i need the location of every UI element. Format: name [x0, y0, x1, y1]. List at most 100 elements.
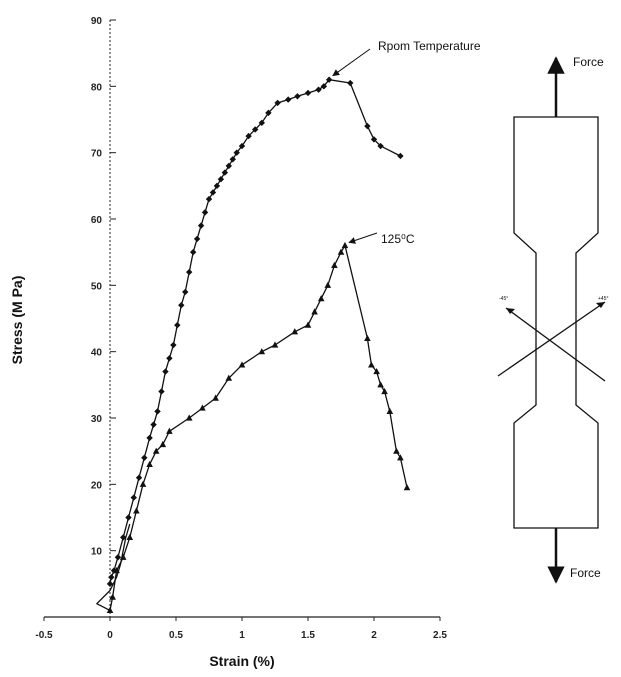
data-point [139, 480, 147, 487]
annotation-room-temperature: Rpom Temperature [378, 39, 481, 53]
series-2 [96, 523, 131, 611]
specimen-outline [513, 116, 599, 529]
data-point [159, 440, 167, 448]
data-point [377, 381, 384, 388]
angle-right-label: +45° [598, 296, 608, 302]
data-point [197, 222, 205, 229]
data-point [331, 261, 338, 269]
y-tick-label: 30 [91, 414, 103, 425]
data-point [120, 534, 127, 541]
data-point [364, 334, 371, 341]
data-point [162, 368, 169, 375]
x-tick-label: 2.5 [433, 630, 447, 641]
data-point [178, 302, 185, 309]
x-tick-label: 1 [239, 630, 245, 641]
data-point [225, 374, 233, 381]
y-axis-label: Stress (M Pa) [9, 276, 25, 365]
data-point [304, 89, 312, 97]
data-point [109, 593, 116, 600]
y-tick-label: 20 [91, 480, 103, 491]
data-point [213, 182, 221, 190]
data-point [189, 248, 197, 256]
data-point [205, 195, 213, 203]
series-layer [96, 76, 411, 613]
data-point [166, 355, 173, 362]
data-point [125, 514, 132, 521]
fiber-line-minus45 [497, 301, 606, 377]
data-point [133, 507, 140, 514]
annotation-125c: 125⁰C [381, 232, 415, 246]
fiber-arrow-right [596, 302, 605, 308]
x-tick-label: -0.5 [35, 630, 53, 641]
data-point [381, 387, 388, 395]
data-point [217, 176, 225, 183]
data-point [106, 580, 114, 588]
data-point [186, 268, 193, 276]
data-point [185, 414, 193, 421]
y-tick-label: 70 [91, 149, 103, 160]
data-point [258, 119, 265, 127]
data-point [152, 447, 160, 454]
data-point [274, 99, 281, 107]
annotation-layer: Rpom Temperature 125⁰C [332, 39, 481, 246]
annotation-arrow [332, 48, 371, 77]
data-point [193, 235, 201, 243]
data-point [201, 209, 209, 216]
data-point [174, 321, 181, 329]
x-axis-label: Strain (%) [209, 653, 274, 669]
data-point [252, 126, 259, 133]
data-point [397, 454, 404, 461]
data-point [182, 288, 189, 296]
data-point [221, 169, 229, 176]
data-point [397, 152, 404, 160]
data-point [245, 132, 252, 140]
data-point [199, 404, 206, 411]
x-tick-label: 0 [107, 630, 113, 641]
data-point [304, 321, 312, 328]
y-tick-label: 80 [91, 82, 103, 93]
data-point [238, 361, 246, 368]
data-point [141, 454, 148, 461]
data-point [233, 149, 240, 156]
data-point [146, 460, 153, 468]
x-tick-label: 2 [371, 630, 377, 641]
data-point [294, 93, 301, 100]
data-point [158, 388, 165, 395]
data-point [373, 367, 380, 375]
x-tick-label: 0.5 [169, 630, 183, 641]
fiber-line-plus45 [505, 307, 606, 382]
data-point [126, 533, 134, 540]
series-1 [106, 241, 411, 613]
data-point [285, 96, 292, 103]
y-ticks: 10 20 30 40 50 60 70 80 90 [91, 16, 116, 618]
data-point [238, 142, 246, 150]
data-point [403, 484, 411, 491]
y-tick-label: 40 [91, 348, 103, 359]
data-point [166, 427, 173, 434]
data-point [108, 574, 115, 581]
x-ticks: -0.5 0 0.5 1 1.5 2 2.5 [35, 617, 447, 641]
data-point [265, 109, 272, 117]
y-tick-label: 10 [91, 547, 103, 558]
angle-left-label: -45° [499, 296, 508, 302]
data-point [341, 241, 349, 249]
data-point [324, 281, 332, 288]
fiber-arrow-left [506, 308, 515, 314]
force-top-label: Force [573, 55, 604, 69]
data-point [337, 248, 345, 255]
data-point [377, 142, 384, 150]
series-line [109, 79, 401, 584]
data-point [368, 361, 375, 368]
data-point [311, 308, 318, 315]
data-point [364, 122, 371, 130]
x-tick-label: 1.5 [301, 630, 315, 641]
y-tick-label: 50 [91, 281, 103, 292]
series-0 [106, 76, 404, 588]
y-tick-label: 90 [91, 16, 103, 27]
data-point [317, 295, 325, 302]
series-line [109, 244, 408, 611]
y-tick-label: 60 [91, 215, 103, 226]
data-point [170, 341, 177, 349]
data-point [150, 421, 157, 428]
